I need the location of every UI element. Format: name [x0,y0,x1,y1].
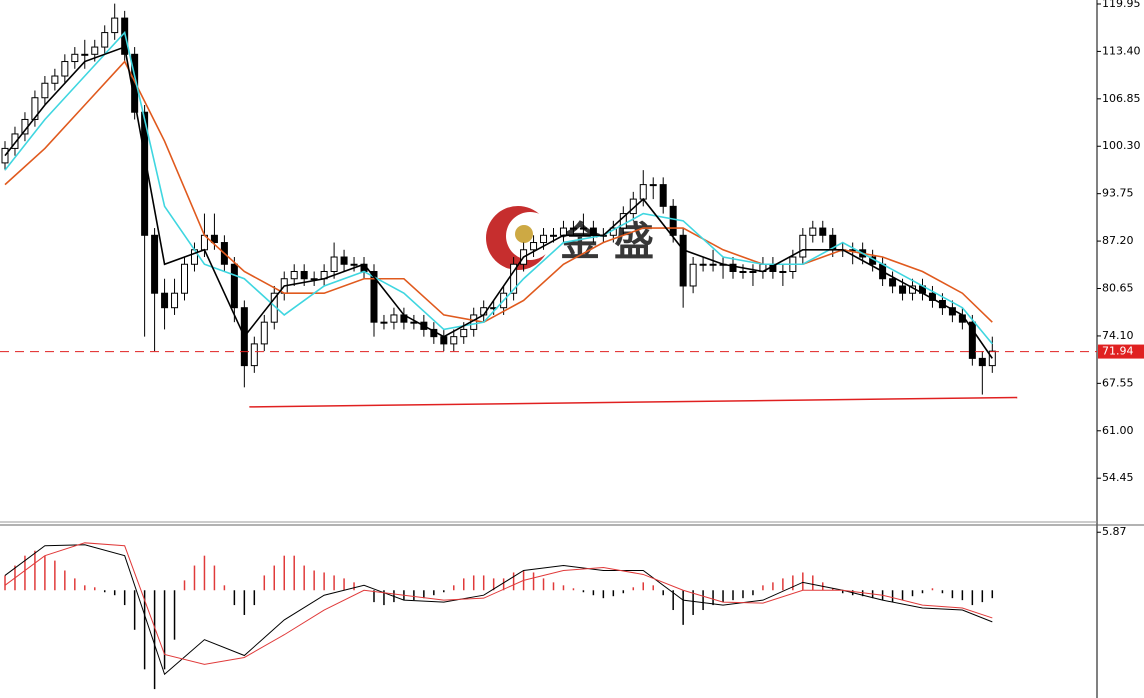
candle-body [151,234,159,294]
candle-body [41,82,49,99]
candle-body [171,292,179,309]
candle-body [380,321,388,324]
candle-body [340,256,348,265]
candle-body [569,227,577,230]
candle-body [589,227,597,236]
candle-body [649,184,657,187]
candle-body [370,270,378,323]
candle-body [111,17,119,34]
candle-body [779,270,787,273]
candle-body [530,242,538,251]
candle-body [669,205,677,236]
candle-body [350,263,358,266]
moving-average [4,30,993,345]
candle-body [11,133,19,149]
candle-body [81,53,89,56]
candle-body [968,321,976,359]
candle-body [290,270,298,280]
candle-body [260,321,268,345]
candle-body [210,234,218,244]
candle-body [440,336,448,345]
candle-body [101,32,109,48]
candle-body [749,270,757,273]
y-tick-label: 119.95 [1102,0,1141,10]
candle-body [450,336,458,345]
y-tick-label: 113.40 [1102,44,1141,57]
y-tick-label: 87.20 [1102,234,1134,247]
candle-body [699,263,707,266]
candle-body [739,270,747,273]
candle-body [559,227,567,236]
candle-body [91,46,99,55]
candle-body [230,263,238,309]
candle-body [819,227,827,236]
candle-body [181,263,189,294]
candle-body [809,227,817,236]
y-tick-label: 80.65 [1102,282,1134,295]
y-tick-label: 67.55 [1102,376,1134,389]
macd-line [4,542,993,665]
candle-body [639,184,647,200]
candle-body [250,343,258,367]
candle-body [799,234,807,258]
moving-average [4,45,993,359]
candle-body [899,285,907,294]
candle-body [978,357,986,367]
support-line [249,396,1018,408]
candle-body [31,97,39,120]
candle-body [510,263,518,294]
candle-body [709,263,717,266]
last-price-label: 71.94 [1102,345,1134,358]
y-tick-label: 74.10 [1102,329,1134,342]
candle-body [659,184,667,207]
y-tick-label: 54.45 [1102,471,1134,484]
candle-body [550,234,557,237]
candle-body [689,263,697,287]
candle-body [679,234,687,287]
candle-body [390,314,398,323]
logo-ball [515,225,533,243]
y-tick-label: 100.30 [1102,139,1141,152]
candle-body [460,328,468,338]
last-price-box [1098,344,1144,359]
y-tick-label: 5.87 [1102,525,1127,538]
candle-body [889,278,897,287]
candle-body [729,263,737,272]
candle-body [71,53,79,63]
candle-body [61,61,69,77]
candle-body [540,234,548,244]
y-tick-label: 61.00 [1102,424,1134,437]
macd-line [4,544,993,676]
candle-body [51,75,59,84]
y-tick-label: 106.85 [1102,92,1141,105]
candle-body [330,256,338,272]
y-tick-label: 93.75 [1102,187,1134,200]
candle-body [161,292,169,309]
candle-body [300,270,308,280]
moving-average [4,60,993,324]
candle-body [579,227,587,230]
